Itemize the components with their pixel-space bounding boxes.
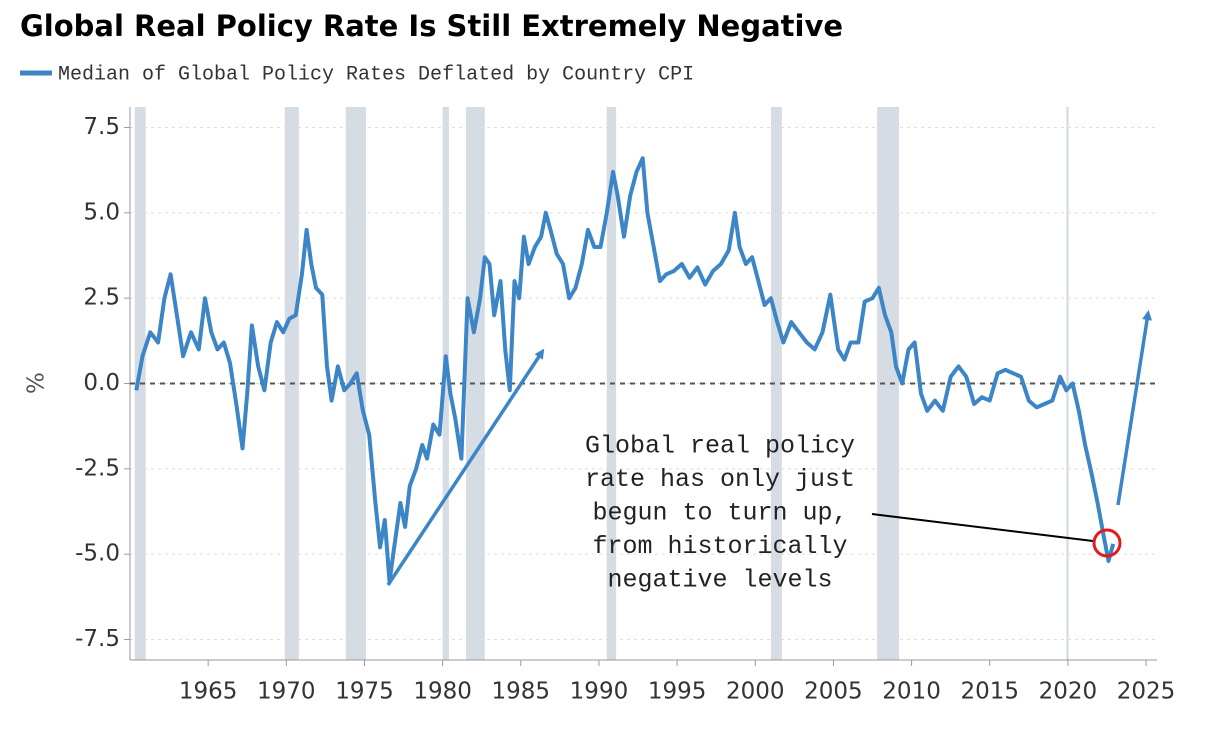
annotation-pointer: [871, 513, 1094, 542]
annotation: Global real policy rate has only just begu…: [585, 432, 855, 595]
plot-area: 7.5 5.0 2.5 0.0 -2.5 -5.0 -7.5 1965 1970 1975 1980…: [75, 107, 1175, 705]
x-tick-label: 2020: [1039, 679, 1098, 705]
y-tick-label: -2.5: [75, 455, 120, 481]
x-tick-label: 1980: [413, 679, 472, 705]
x-tick-label: 1975: [335, 679, 394, 705]
annotation-line: negative levels: [607, 566, 832, 595]
y-axis-label: %: [24, 372, 50, 394]
x-tick-label: 1965: [179, 679, 238, 705]
y-tick-label: 2.5: [83, 285, 120, 311]
annotation-line: rate has only just: [585, 465, 855, 494]
x-tick-label: 2015: [960, 679, 1019, 705]
x-tick-label: 2025: [1117, 679, 1176, 705]
y-tick-label: 7.5: [83, 114, 120, 140]
x-tick-label: 1985: [492, 679, 551, 705]
y-tick-label: -5.0: [75, 541, 120, 567]
y-tick-label: -7.5: [75, 626, 120, 652]
y-tick-label: 5.0: [83, 199, 120, 225]
x-tick-label: 2005: [804, 679, 863, 705]
highlight-circle: [1092, 528, 1122, 558]
x-tick-label: 2010: [882, 679, 941, 705]
annotation-line: from historically: [592, 532, 847, 561]
x-tick-label: 1990: [570, 679, 629, 705]
x-tick-label: 1995: [648, 679, 707, 705]
x-tick-label: 1970: [257, 679, 316, 705]
legend-label: Median of Global Policy Rates Deflated b…: [58, 63, 694, 86]
annotation-line: begun to turn up,: [592, 499, 847, 528]
trend-arrow: [1116, 310, 1153, 506]
decorations: [386, 310, 1153, 586]
y-tick-label: 0.0: [83, 370, 120, 396]
data-line: [134, 156, 1116, 584]
recession-band: [1066, 107, 1069, 660]
annotation-line: Global real policy: [585, 432, 855, 461]
x-tick-label: 2000: [726, 679, 785, 705]
trend-arrow: [386, 348, 545, 586]
chart-title: Global Real Policy Rate Is Still Extreme…: [20, 9, 843, 43]
